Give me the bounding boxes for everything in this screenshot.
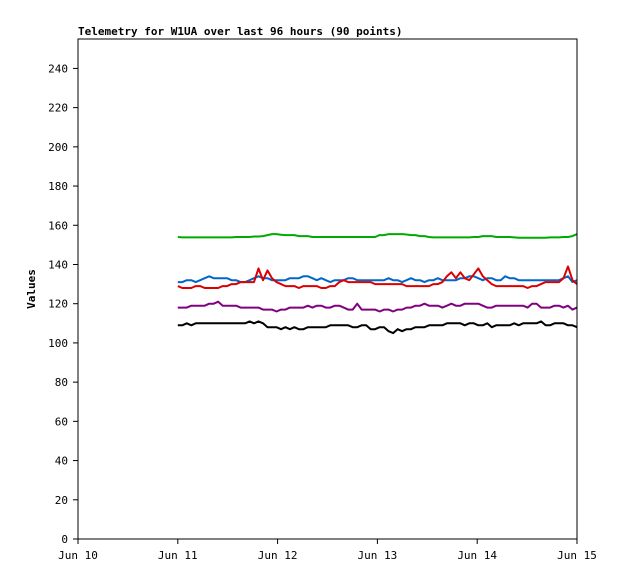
series-line-2 [177, 265, 578, 289]
series-line-3 [177, 300, 578, 313]
y-tick-label: 40 [55, 455, 68, 468]
y-tick-label: 160 [48, 219, 68, 232]
x-tick-label: Jun 13 [358, 549, 398, 562]
series-line-1 [177, 275, 578, 284]
y-tick-label: 100 [48, 337, 68, 350]
series-line-4 [177, 320, 578, 335]
x-tick-label: Jun 10 [58, 549, 98, 562]
y-tick-label: 180 [48, 180, 68, 193]
y-tick-label: 80 [55, 376, 68, 389]
y-tick-label: 0 [61, 533, 68, 546]
y-axis: 0 20 40 60 80 100 120 140 160 180 200 220 240 [48, 62, 78, 546]
y-tick-label: 200 [48, 141, 68, 154]
y-tick-label: 120 [48, 298, 68, 311]
y-tick-label: 240 [48, 62, 68, 75]
y-tick-label: 140 [48, 258, 68, 271]
series-line-0 [177, 233, 578, 239]
y-tick-label: 20 [55, 494, 68, 507]
x-axis: Jun 10 Jun 11 Jun 12 Jun 13 Jun 14 Jun 15 [58, 539, 597, 562]
plot-frame [77, 38, 578, 540]
x-tick-label: Jun 12 [258, 549, 298, 562]
y-tick-label: 220 [48, 102, 68, 115]
series-group [177, 233, 578, 335]
chart-title: Telemetry for W1UA over last 96 hours (9… [78, 25, 403, 38]
x-tick-label: Jun 14 [457, 549, 497, 562]
x-tick-label: Jun 15 [557, 549, 597, 562]
y-axis-label: Values [25, 269, 38, 309]
x-tick-label: Jun 11 [158, 549, 198, 562]
y-tick-label: 60 [55, 415, 68, 428]
